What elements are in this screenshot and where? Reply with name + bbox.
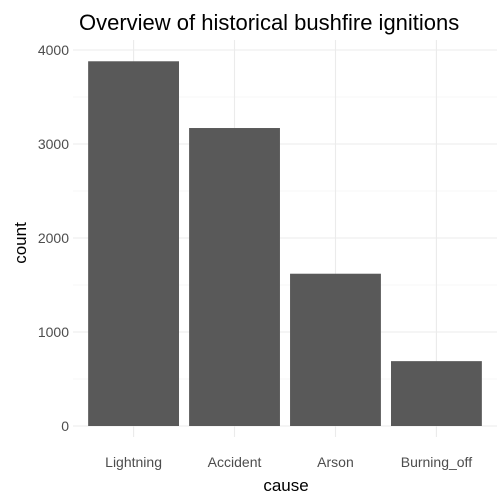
bar-accident (189, 128, 280, 426)
y-tick-label: 0 (61, 418, 69, 434)
y-tick-label: 4000 (38, 42, 69, 58)
x-axis-title: cause (263, 476, 308, 495)
chart-title: Overview of historical bushfire ignition… (79, 10, 459, 35)
y-tick-label: 1000 (38, 324, 69, 340)
y-axis-title: count (11, 222, 30, 264)
bar-lightning (88, 61, 179, 426)
x-tick-label: Arson (317, 454, 354, 470)
y-tick-labels: 0 1000 2000 3000 4000 (38, 42, 69, 434)
bar-arson (290, 273, 381, 426)
x-tick-label: Lightning (105, 454, 162, 470)
bar-burning-off (391, 361, 482, 426)
y-tick-label: 2000 (38, 230, 69, 246)
y-tick-label: 3000 (38, 136, 69, 152)
bars (88, 61, 482, 426)
x-tick-label: Burning_off (401, 454, 472, 470)
x-tick-label: Accident (208, 454, 262, 470)
x-tick-labels: Lightning Accident Arson Burning_off (105, 454, 472, 470)
